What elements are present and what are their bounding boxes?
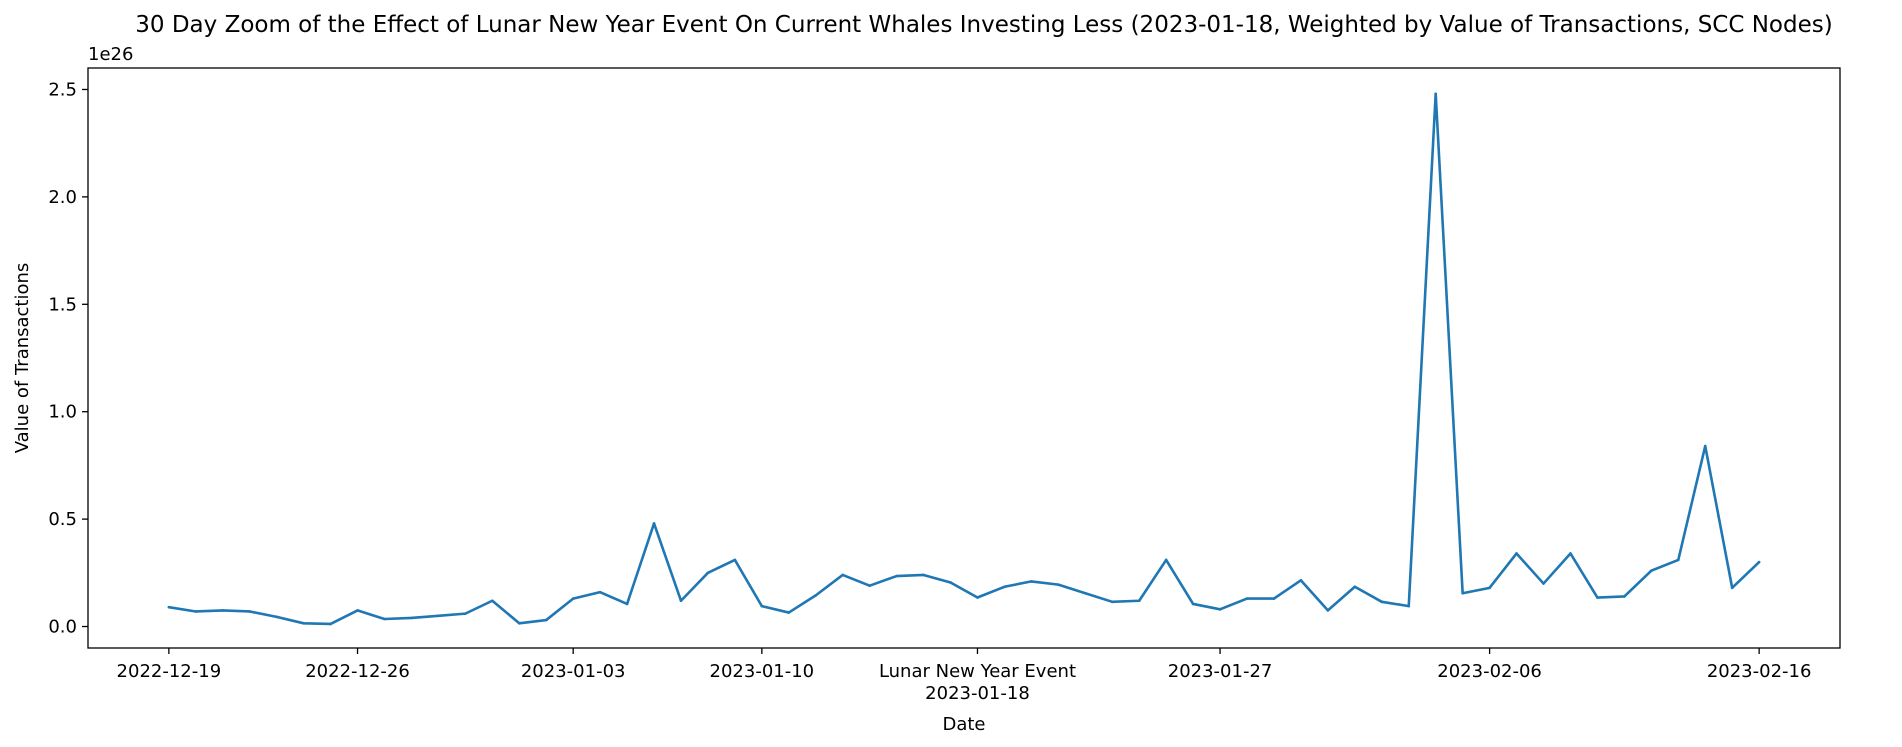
data-point	[1407, 604, 1411, 608]
data-point	[1676, 558, 1680, 562]
data-point	[1461, 591, 1464, 595]
data-point	[1003, 585, 1006, 589]
y-axis: 0.0 0.5 1.0 1.5 2.0 2.5	[48, 79, 88, 638]
data-point	[922, 573, 925, 577]
plot-area-frame	[87, 67, 1841, 649]
series-line	[168, 92, 1761, 626]
data-point	[1110, 600, 1114, 604]
data-point	[1569, 552, 1572, 555]
data-point	[1650, 569, 1653, 572]
data-point	[760, 604, 764, 608]
x-axis-label: Date	[942, 714, 985, 735]
data-point	[625, 602, 629, 606]
data-point	[194, 610, 198, 613]
x-tick-label: 2023-01-18	[925, 683, 1030, 704]
x-tick-label: Lunar New Year Event	[879, 661, 1076, 682]
data-point	[841, 573, 845, 577]
y-tick-label: 1.0	[48, 402, 77, 423]
data-point	[248, 610, 252, 613]
data-point	[1245, 597, 1249, 600]
data-point	[1137, 599, 1141, 603]
data-point	[275, 615, 278, 619]
y-tick-label: 2.5	[48, 79, 77, 100]
data-point	[706, 571, 710, 575]
data-point	[491, 599, 494, 603]
x-tick-label: 2023-01-03	[521, 661, 626, 682]
data-point	[868, 584, 871, 588]
data-point	[356, 609, 359, 612]
x-tick-label: 2023-02-06	[1437, 661, 1542, 682]
data-point	[517, 621, 521, 625]
data-point	[1380, 600, 1384, 604]
data-point	[733, 558, 737, 562]
data-point	[1272, 597, 1276, 600]
data-point	[1757, 560, 1761, 564]
data-point	[410, 616, 413, 620]
data-point	[1057, 583, 1060, 586]
x-axis: 2022-12-19 2022-12-26 2023-01-03 2023-01-10…	[117, 648, 1812, 704]
y-axis-label: Value of Transactions	[12, 263, 33, 454]
data-point	[1596, 596, 1599, 599]
data-point	[1623, 595, 1626, 598]
data-point	[437, 614, 440, 618]
data-point	[1434, 92, 1437, 96]
data-point	[464, 612, 467, 615]
data-point	[1353, 585, 1357, 589]
data-point	[1326, 609, 1330, 612]
x-tick-label: 2023-01-10	[710, 661, 815, 682]
data-point	[1542, 582, 1545, 585]
data-point	[976, 596, 979, 599]
data-point	[679, 599, 683, 603]
data-point	[1218, 608, 1222, 611]
data-point	[895, 574, 898, 578]
y-axis-offset-label: 1e26	[88, 44, 133, 65]
x-tick-label: 2022-12-26	[305, 661, 410, 682]
data-point	[383, 617, 386, 621]
data-point	[1488, 586, 1491, 590]
data-point	[221, 609, 225, 612]
data-point	[1164, 558, 1168, 562]
y-tick-label: 0.0	[48, 617, 77, 638]
data-point	[544, 618, 548, 622]
x-tick-label: 2023-01-27	[1168, 661, 1273, 682]
data-point	[167, 605, 171, 609]
data-point	[302, 621, 305, 625]
y-tick-label: 1.5	[48, 294, 77, 315]
data-point	[949, 581, 952, 584]
data-point	[329, 622, 332, 626]
data-point	[1191, 602, 1195, 606]
data-point	[571, 597, 575, 600]
x-tick-label: 2022-12-19	[117, 661, 222, 682]
data-point	[1730, 586, 1734, 590]
data-point	[1515, 552, 1518, 555]
data-point	[1030, 580, 1033, 583]
y-tick-label: 2.0	[48, 187, 77, 208]
data-point	[1703, 444, 1707, 448]
y-tick-label: 0.5	[48, 509, 77, 530]
chart-title: 30 Day Zoom of the Effect of Lunar New Y…	[135, 12, 1832, 38]
data-point	[1083, 591, 1087, 595]
data-point	[787, 611, 791, 614]
data-point	[652, 522, 656, 525]
data-point	[814, 594, 818, 597]
data-point	[598, 590, 602, 594]
x-tick-label: 2023-02-16	[1707, 661, 1812, 682]
data-point	[1299, 579, 1303, 582]
data-points	[167, 92, 1761, 626]
